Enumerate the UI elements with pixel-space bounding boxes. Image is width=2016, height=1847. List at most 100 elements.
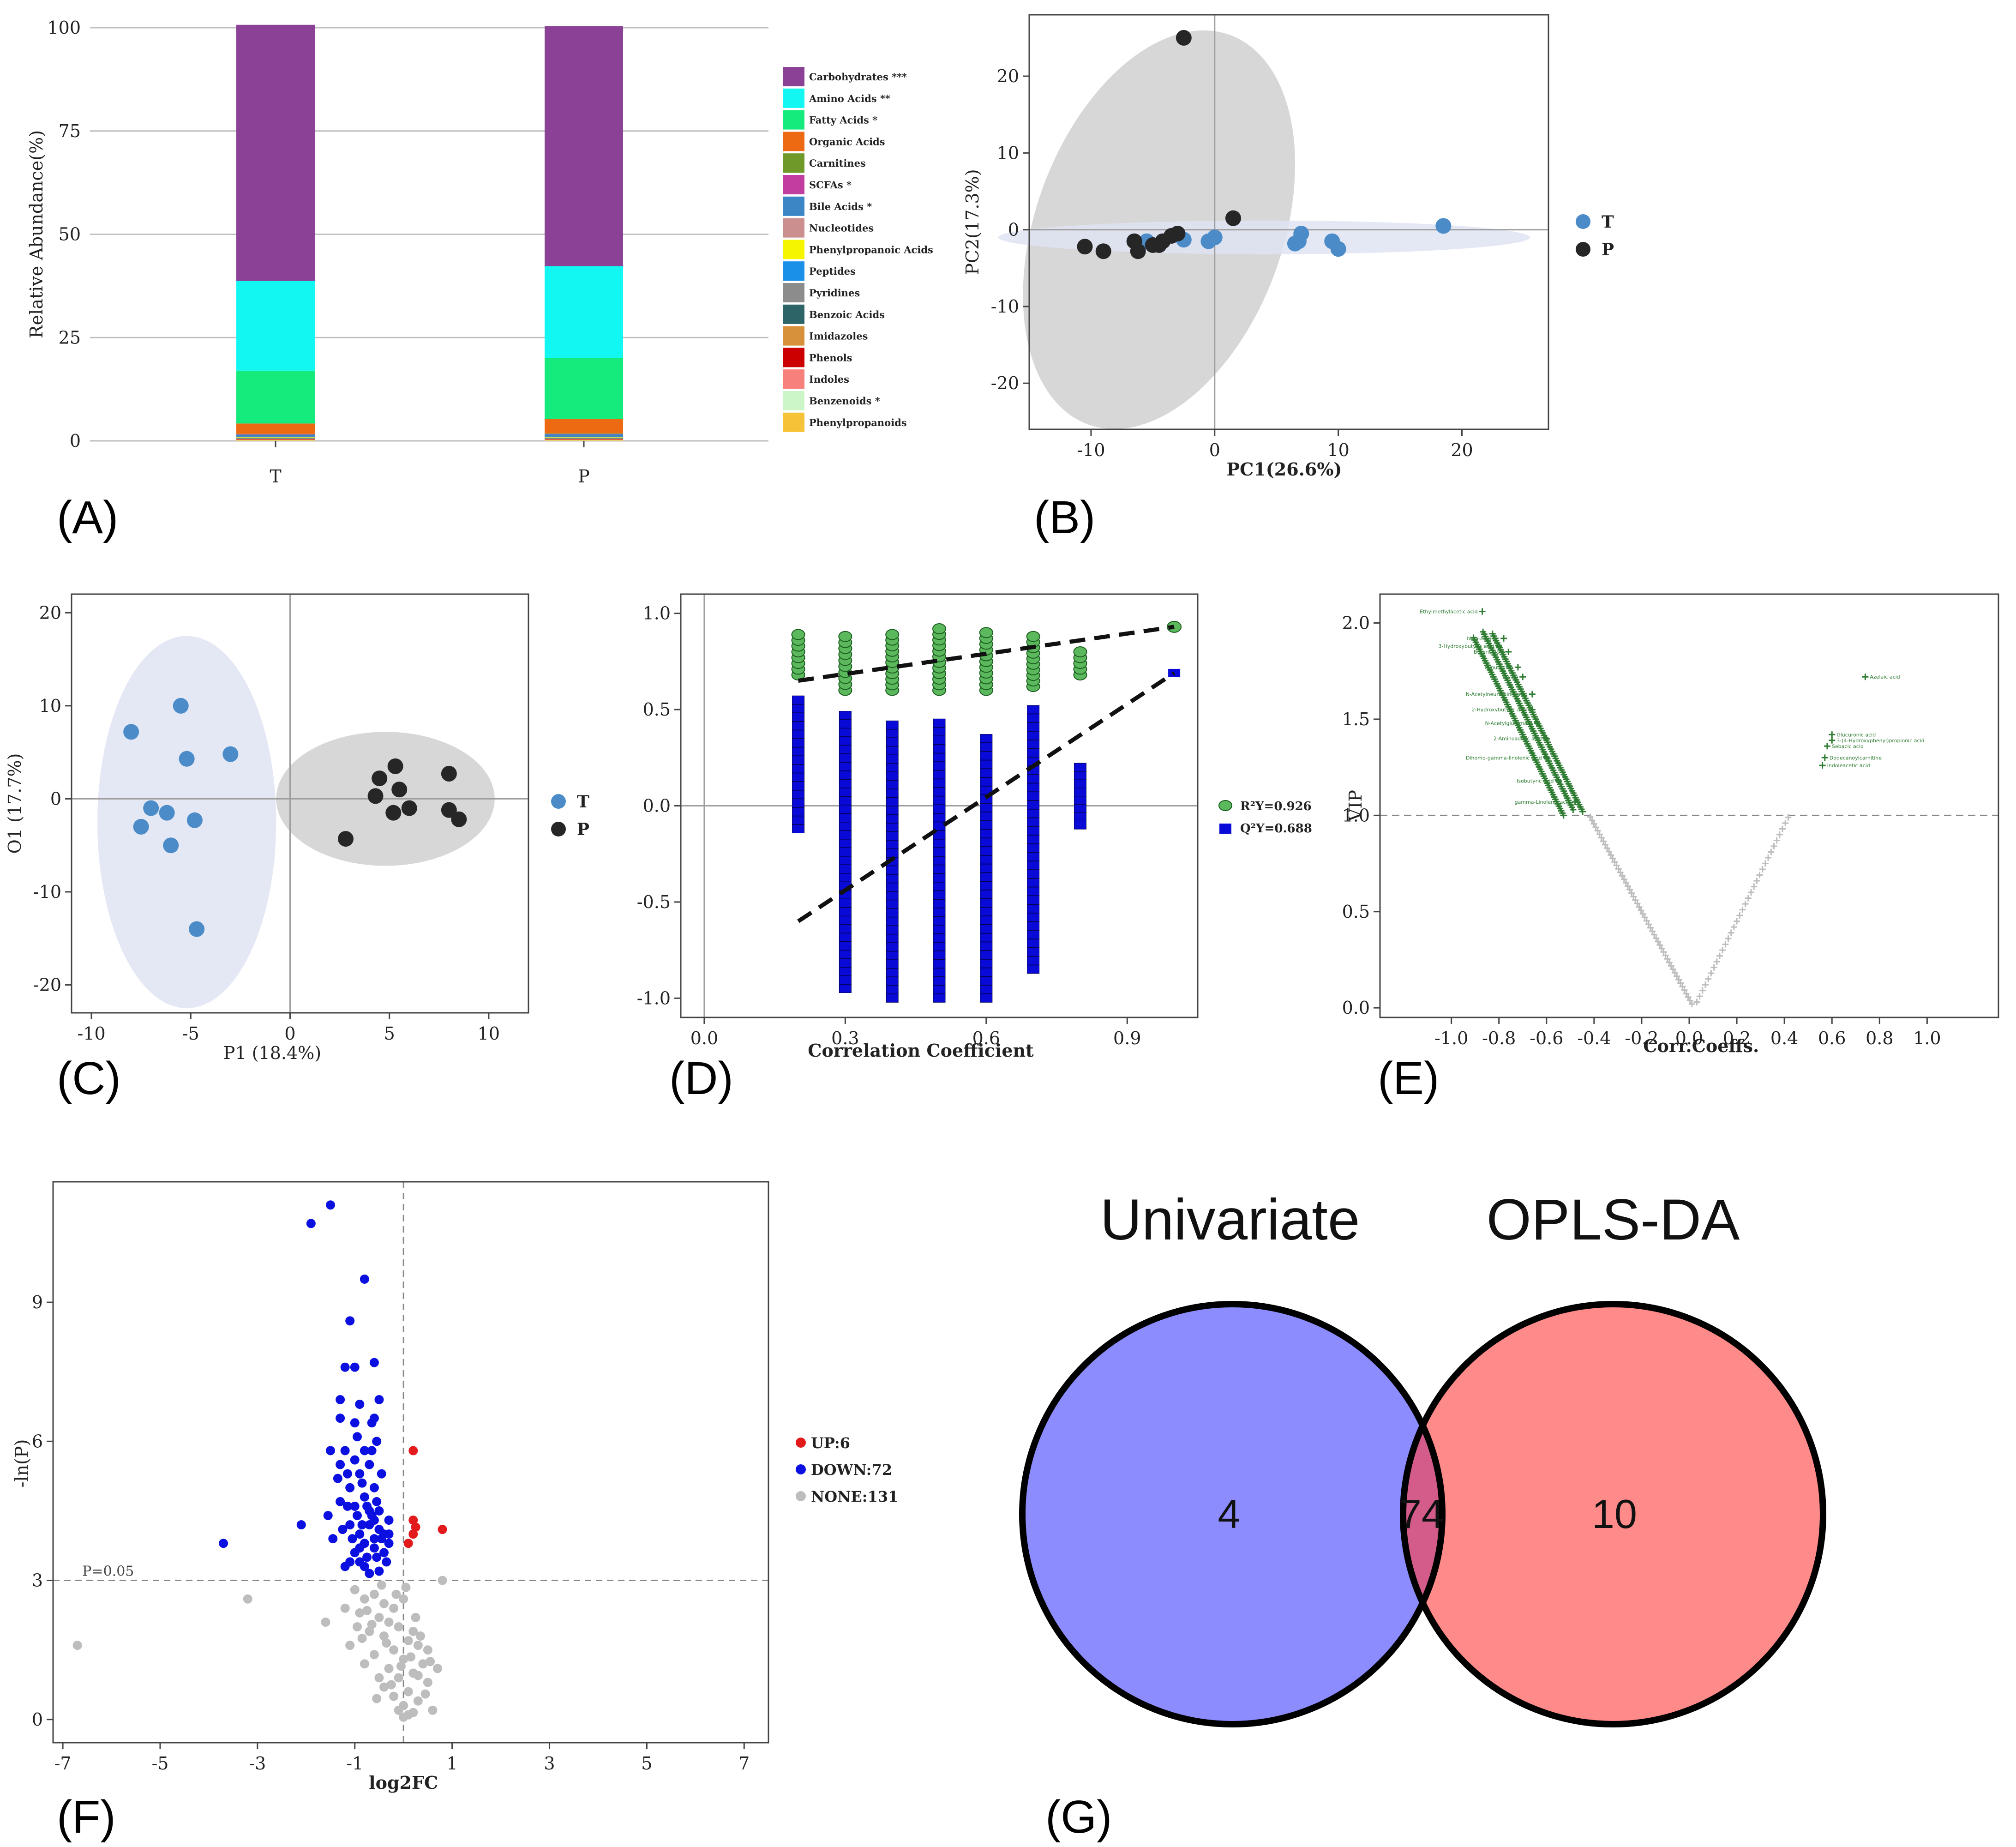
vip-minor-point (1656, 942, 1663, 949)
venn-set-title: Univariate (1100, 1188, 1360, 1252)
legend-swatch (783, 110, 804, 130)
vip-labelled-point (1500, 635, 1507, 642)
chart-d-permutation: 0.0 0.3 0.6 0.9 -1.0 -0.5 0.0 0.5 1.0 Correlation… (637, 593, 1312, 1061)
y-tick-label: 3 (32, 1570, 43, 1591)
vip-minor-point (1669, 966, 1676, 973)
legend-label: Organic Acids (809, 136, 885, 147)
point-down (326, 1200, 336, 1210)
point-down (377, 1469, 386, 1479)
bar-segment-bileacids (545, 434, 623, 437)
vip-minor-point (1785, 814, 1792, 821)
point-up (411, 1522, 420, 1532)
point-down (382, 1557, 391, 1567)
x-axis-title: P1 (18.4%) (223, 1043, 321, 1063)
y-axis-title: PC2(17.3%) (962, 169, 983, 275)
metabolite-label: Sebacic acid (1832, 743, 1864, 749)
q2y-permutation-point (980, 993, 993, 1003)
point-down (384, 1529, 394, 1539)
point-down (342, 1469, 352, 1479)
vip-minor-point (1719, 947, 1726, 954)
q2y-permutation-point (933, 848, 946, 857)
legend-label: UP:6 (811, 1434, 850, 1452)
vip-minor-point (1617, 869, 1624, 876)
q2y-permutation-point (886, 780, 899, 789)
vip-minor-point (1773, 837, 1780, 844)
metabolite-label: Lysine (1502, 674, 1518, 680)
q2y-permutation-point (792, 764, 805, 773)
point-p (367, 788, 384, 804)
point-down (345, 1520, 355, 1530)
legend-label: T (1602, 212, 1614, 232)
q2y-permutation-point (1027, 774, 1040, 783)
vip-minor-point (1592, 824, 1599, 831)
point-none (426, 1657, 435, 1667)
point-down (350, 1362, 360, 1372)
point-down (367, 1510, 377, 1520)
vip-labelled-point (1543, 735, 1550, 742)
bar-segment-pyridines (545, 438, 623, 439)
y-tick-label: 9 (32, 1292, 43, 1312)
legend-swatch (783, 348, 804, 367)
q2y-permutation-point (980, 942, 993, 951)
bar-segment-phenylpropanoicacids (236, 437, 315, 438)
point-down (369, 1483, 379, 1492)
point-none (413, 1671, 423, 1680)
q2y-permutation-point (792, 790, 805, 799)
q2y-permutation-point (839, 848, 852, 857)
point-down (336, 1414, 345, 1423)
legend-label: NONE:131 (811, 1488, 898, 1505)
legend-swatch (783, 369, 804, 389)
legend-swatch (783, 240, 804, 259)
x-tick-label: 0.3 (831, 1028, 859, 1048)
point-t (1435, 218, 1452, 234)
vip-labelled-point (1529, 706, 1536, 713)
x-tick-label: 0.6 (972, 1028, 1000, 1048)
point-none (365, 1627, 374, 1636)
legend-label: Imidazoles (809, 331, 868, 342)
point-none (403, 1636, 413, 1646)
vip-labelled-point (1543, 754, 1550, 761)
q2y-permutation-point (933, 968, 946, 977)
point-down (296, 1520, 306, 1530)
y-tick-label: -0.5 (637, 892, 671, 912)
legend-swatch (783, 88, 804, 108)
x-tick-label: 0.2 (1723, 1028, 1751, 1048)
q2y-permutation-point (792, 799, 805, 808)
metabolite-label: Azelaic acid (1870, 674, 1900, 680)
q2y-permutation-point (886, 720, 899, 729)
q2y-permutation-point (980, 924, 993, 933)
q2y-permutation-point (792, 781, 805, 790)
vip-minor-point (1653, 935, 1660, 942)
vip-labelled-point (1514, 664, 1521, 671)
metabolite-label: gamma-Linolenic acid (1515, 799, 1571, 805)
x-tick-label: -1.0 (1434, 1028, 1468, 1048)
legend-label: Benzoic Acids (809, 309, 885, 320)
q2y-permutation-point (886, 934, 899, 943)
vip-minor-point (1705, 975, 1712, 982)
legend-swatch (783, 196, 804, 216)
point-none (384, 1664, 394, 1673)
x-axis-title: PC1(26.6%) (1227, 459, 1342, 480)
legend-label: Benzenoids * (809, 395, 880, 407)
bar-segment-fattyacids (545, 358, 623, 419)
point-none (420, 1689, 430, 1699)
point-none (379, 1631, 389, 1641)
legend-swatch (783, 153, 804, 173)
point-down (219, 1539, 228, 1548)
point-p (385, 805, 402, 821)
legend-swatch (783, 304, 804, 324)
q2y-permutation-point (886, 746, 899, 755)
vip-minor-point (1782, 820, 1789, 827)
q2y-permutation-point (933, 899, 946, 908)
point-p (338, 831, 354, 847)
point-down (369, 1358, 379, 1367)
q2y-permutation-point (933, 933, 946, 943)
vip-minor-point (1589, 817, 1596, 824)
q2y-permutation-point (933, 736, 946, 745)
point-none (423, 1678, 432, 1687)
point-down (379, 1548, 389, 1558)
legend-swatch (783, 67, 804, 86)
y-tick-label: 0 (32, 1709, 43, 1730)
vip-minor-point (1686, 997, 1693, 1004)
legend-label: Nucleotides (809, 223, 874, 234)
